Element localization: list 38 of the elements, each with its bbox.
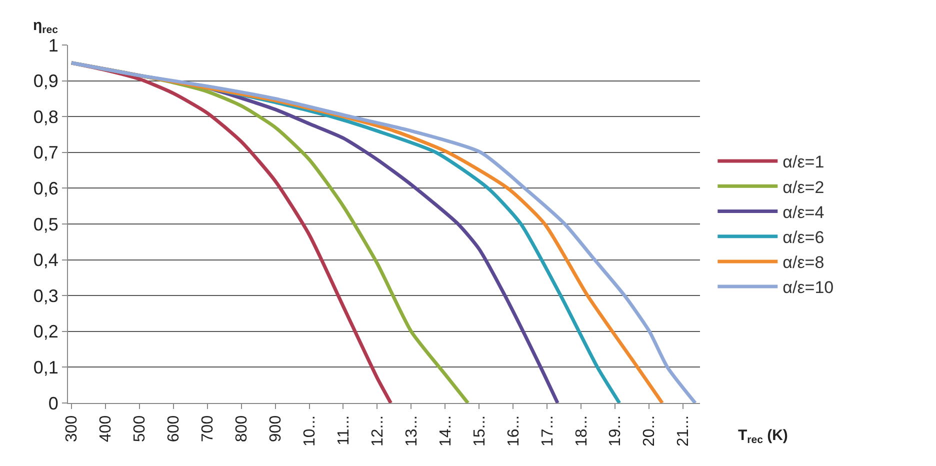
x-tick-label: 900 [267,415,284,442]
x-tick-label: 15... [471,415,488,447]
x-tick-label: 700 [200,415,217,442]
y-tick-label: 0,8 [33,106,58,127]
y-axis-title: η$_{rec}$ [33,17,58,36]
x-tick-label: 400 [98,415,115,442]
legend-label: α/ε=4 [782,202,824,222]
y-tick-label: 0,2 [33,322,58,342]
y-tick-label: 0,1 [33,358,58,378]
x-tick-label: 18... [573,415,590,447]
x-tick-label: 500 [132,415,149,442]
y-tick-label: 0,6 [33,178,58,198]
x-tick-label: 12... [369,415,386,447]
x-tick-label: 600 [166,415,183,442]
y-tick-label: 0,3 [33,286,58,306]
y-tick-label: 0,5 [33,214,58,234]
x-tick-label: 20... [641,415,658,447]
legend-label: α/ε=1 [782,152,824,172]
legend-label: α/ε=10 [782,278,834,298]
y-tick-label: 0,9 [33,71,58,92]
y-tick-label: 0,4 [33,250,58,270]
x-tick-label: 300 [64,415,81,442]
x-tick-label: 16... [505,415,522,447]
x-tick-label: 13... [403,415,420,447]
x-tick-label: 21... [675,415,692,447]
legend-label: α/ε=8 [782,253,824,272]
x-tick-label: 19... [607,415,624,447]
y-tick-label: 0,7 [33,142,58,163]
x-tick-label: 14... [437,415,454,447]
x-tick-label: 11... [335,415,352,446]
y-tick-label: 1 [48,35,58,56]
x-tick-label: 17... [539,415,556,447]
x-axis-title: T$_{rec}$ (K) [738,427,788,446]
legend-label: α/ε=6 [782,228,824,247]
x-tick-label: 800 [233,415,250,442]
legend-label: α/ε=2 [782,178,824,197]
y-tick-label: 0 [48,393,58,414]
x-tick-label: 10... [301,415,318,447]
